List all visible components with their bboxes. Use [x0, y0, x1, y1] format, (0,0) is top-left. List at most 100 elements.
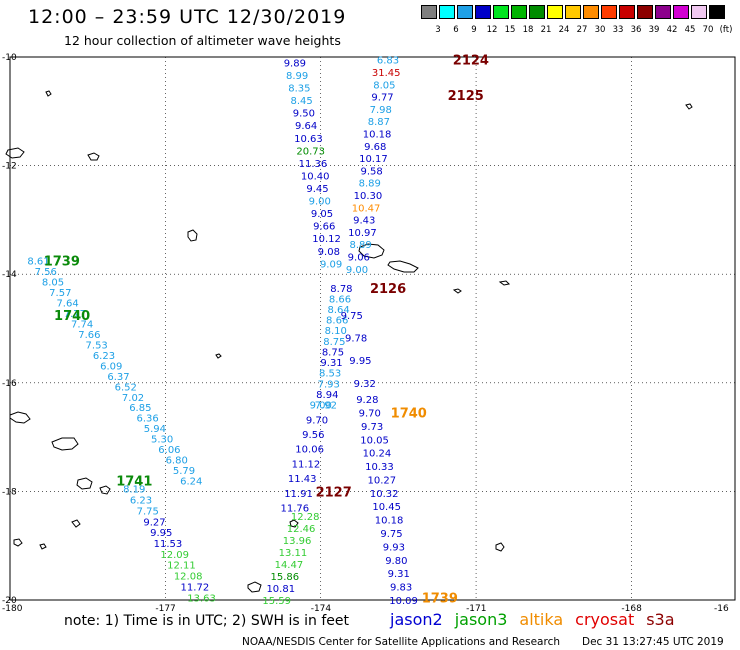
- x-tick-label: -16: [714, 604, 729, 614]
- x-tick-label: -168: [621, 604, 642, 614]
- axis-ticks: -180 -177 -174 -171 -168 -16 -10 -12 -14 -16 -18 -2…: [2, 53, 729, 614]
- wave-height-label: 5.79: [173, 466, 195, 477]
- wave-height-label: 11.91: [284, 489, 313, 500]
- pass-labels: 2124 2125 2126 2127 1739 1740 1741 1740 1739: [44, 54, 489, 607]
- wave-height-label: 10.06: [295, 445, 324, 456]
- wave-height-label: 9.64: [295, 121, 317, 132]
- wave-height-label: 9.77: [371, 93, 393, 104]
- wave-height-label: 9.27: [143, 517, 165, 528]
- map-frame: [9, 56, 736, 601]
- colorbar-swatch: [583, 5, 599, 19]
- island-outline: [9, 411, 31, 424]
- wave-height-label: 8.45: [290, 96, 312, 107]
- wave-height-label: 12.08: [174, 572, 203, 583]
- wave-height-label: 9.31: [320, 358, 342, 369]
- wave-height-label: 10.18: [363, 129, 392, 140]
- wave-height-label: 7.57: [49, 288, 71, 299]
- wave-height-label: 12.46: [287, 524, 316, 535]
- wave-height-label: 10.05: [360, 435, 389, 446]
- wave-height-label: 10.18: [375, 516, 404, 527]
- wave-height-label: 8.64: [327, 305, 349, 316]
- wave-height-label: 10.30: [354, 191, 383, 202]
- wave-height-label: 9.56: [302, 430, 324, 441]
- altimeter-track: 8.617.568.057.577.647.777.747.667.536.23…: [27, 257, 202, 488]
- island-outline: [289, 519, 299, 528]
- wave-height-label: 9.80: [385, 556, 407, 567]
- island-outline: [215, 353, 222, 359]
- island-outline: [87, 152, 100, 161]
- wave-height-label: 31.45: [372, 68, 401, 79]
- wave-height-label: 8.05: [373, 80, 395, 91]
- wave-height-label: 11.76: [281, 504, 310, 515]
- island-outline: [76, 477, 93, 490]
- wave-height-label: 9.00: [310, 401, 332, 412]
- wave-height-label: 9.95: [349, 356, 371, 367]
- wave-height-label: 9.89: [284, 58, 306, 69]
- pass-number-label: 2125: [448, 89, 484, 104]
- island-outline: [45, 90, 52, 97]
- wave-height-label: 7.74: [71, 319, 93, 330]
- y-tick-label: -20: [2, 596, 17, 606]
- wave-height-label: 9.45: [306, 184, 328, 195]
- wave-height-label: 9.75: [341, 311, 363, 322]
- wave-height-label: 10.40: [301, 171, 330, 182]
- island-outline: [495, 542, 505, 552]
- colorbar-tick-label: 3: [435, 25, 441, 35]
- wave-height-label: 8.89: [349, 240, 371, 251]
- colorbar-tick-label: 6: [453, 25, 459, 35]
- colorbar-swatch: [457, 5, 473, 19]
- wave-height-label: 8.35: [288, 84, 310, 95]
- legend-item-altika: altika: [519, 610, 564, 629]
- colorbar-swatch: [637, 5, 653, 19]
- colorbar-tick-label: 70: [702, 25, 714, 35]
- wave-height-label: 9.00: [309, 197, 331, 208]
- wave-height-label: 6.36: [136, 414, 158, 425]
- wave-height-label: 14.47: [275, 560, 304, 571]
- wave-height-label: 8.99: [286, 71, 308, 82]
- wave-height-label: 9.00: [346, 265, 368, 276]
- legend-item-jason3: jason3: [454, 610, 508, 629]
- wave-height-label: 8.66: [326, 316, 348, 327]
- wave-height-label: 12.28: [291, 512, 320, 523]
- wave-height-label: 12.09: [160, 550, 189, 561]
- legend-item-s3a: s3a: [646, 610, 675, 629]
- page-subtitle: 12 hour collection of altimeter wave hei…: [64, 33, 341, 48]
- colorbar-tick-label: 30: [594, 25, 606, 35]
- wave-height-label: 8.89: [359, 179, 381, 190]
- island-outlines: [5, 90, 693, 593]
- island-outline: [99, 485, 111, 495]
- wave-height-label: 6.24: [180, 477, 202, 488]
- altimeter-tracks: 9.898.998.358.459.509.6410.6320.7311.361…: [27, 56, 418, 607]
- colorbar-swatch: [421, 5, 437, 19]
- wave-height-label: 7.92: [315, 401, 337, 412]
- colorbar-tick-label: 21: [540, 25, 552, 35]
- wave-height-label: 11.12: [292, 459, 321, 470]
- colorbar-tick-label: 42: [666, 25, 678, 35]
- wave-height-label: 8.75: [322, 347, 344, 358]
- y-tick-label: -14: [2, 270, 17, 280]
- wave-height-label: 5.94: [144, 424, 166, 435]
- altimeter-track: 8.788.668.648.668.108.758.759.318.537.93…: [315, 284, 353, 412]
- wave-height-label: 10.47: [352, 203, 381, 214]
- colorbar-swatch: [529, 5, 545, 19]
- wave-height-label: 9.83: [390, 583, 412, 594]
- colorbar-swatch: [619, 5, 635, 19]
- wave-height-label: 9.78: [345, 334, 367, 345]
- x-tick-label: -180: [2, 604, 23, 614]
- wave-height-label: 6.06: [158, 445, 180, 456]
- wave-height-label: 7.56: [35, 267, 57, 278]
- island-outline: [51, 437, 79, 451]
- wave-height-label: 7.77: [64, 309, 86, 320]
- credit-line: NOAA/NESDIS Center for Satellite Applica…: [242, 636, 560, 648]
- wave-height-label: 8.53: [319, 369, 341, 380]
- wave-height-label: 9.06: [348, 252, 370, 263]
- island-outline: [358, 243, 385, 259]
- island-outline: [71, 519, 81, 528]
- wave-height-label: 6.83: [377, 56, 399, 67]
- altimeter-track: 8.196.237.759.279.9511.5312.0912.1112.08…: [123, 485, 216, 605]
- island-outline: [13, 538, 23, 547]
- altimeter-track: 6.8331.458.059.777.988.8710.189.6810.179…: [346, 56, 401, 276]
- wave-height-label: 9.70: [306, 415, 328, 426]
